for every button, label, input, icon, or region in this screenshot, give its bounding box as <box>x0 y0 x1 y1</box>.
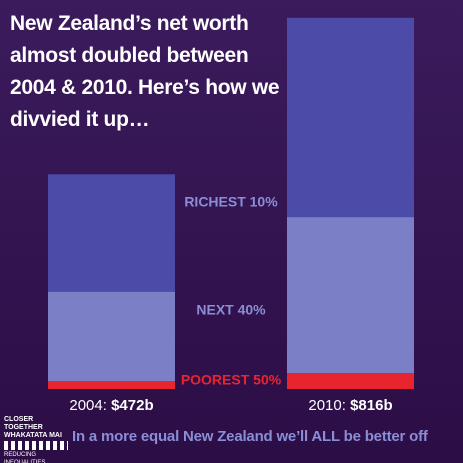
legend-label: POOREST 50% <box>181 372 282 388</box>
logo-pattern <box>4 441 68 450</box>
legend-label: RICHEST 10% <box>184 194 278 210</box>
logo-line: WHAKATATA MAI <box>4 432 62 439</box>
bar-segment <box>48 291 175 382</box>
bar-segment <box>48 381 175 389</box>
bar-segment <box>287 373 414 389</box>
tagline: In a more equal New Zealand we’ll ALL be… <box>72 428 428 445</box>
logo-line: REDUCING INEQUALITIES <box>4 452 46 463</box>
bar-segment <box>287 217 414 374</box>
legend-label: NEXT 40% <box>196 302 266 318</box>
total-label: $472b <box>111 397 154 414</box>
total-label: $816b <box>350 397 393 414</box>
bar-segment <box>287 17 414 218</box>
x-label: 2004: $472b <box>69 397 153 414</box>
category-label: 2010: <box>308 397 346 414</box>
x-label: 2010: $816b <box>308 397 392 414</box>
category-label: 2004: <box>69 397 107 414</box>
bar-segment <box>48 174 175 292</box>
logo-line: CLOSER TOGETHER <box>4 416 43 431</box>
logo: CLOSER TOGETHER WHAKATATA MAI REDUCING I… <box>4 416 68 463</box>
chart-title: New Zealand’s net worth almost doubled b… <box>10 12 280 131</box>
